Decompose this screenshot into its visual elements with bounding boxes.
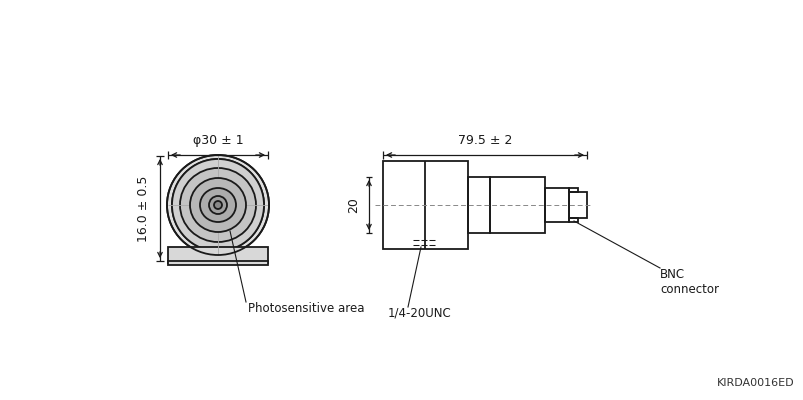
Bar (168, 247, 267, 263)
Text: 79.5 ± 2: 79.5 ± 2 (457, 134, 512, 147)
Ellipse shape (167, 155, 269, 255)
Ellipse shape (209, 196, 226, 214)
Ellipse shape (209, 196, 226, 214)
Ellipse shape (172, 159, 263, 251)
Bar (569, 192, 586, 218)
Ellipse shape (200, 188, 236, 222)
Text: 16.0 ± 0.5: 16.0 ± 0.5 (137, 175, 150, 242)
Text: BNC
connector: BNC connector (659, 268, 718, 296)
Text: 1/4-20UNC: 1/4-20UNC (388, 307, 451, 320)
Text: Photosensitive area: Photosensitive area (247, 302, 364, 315)
Bar (489, 177, 544, 233)
Ellipse shape (180, 168, 255, 242)
Bar (569, 188, 577, 192)
Bar (467, 177, 489, 233)
Text: 20: 20 (347, 197, 360, 213)
Bar (569, 218, 577, 222)
Bar (168, 261, 267, 265)
Ellipse shape (214, 201, 222, 209)
Text: KIRDA0016ED: KIRDA0016ED (716, 378, 794, 388)
Bar (544, 188, 569, 222)
Bar (382, 161, 467, 249)
Ellipse shape (200, 188, 236, 222)
Ellipse shape (214, 201, 222, 209)
Ellipse shape (180, 168, 255, 242)
Ellipse shape (172, 159, 263, 251)
Ellipse shape (190, 178, 246, 232)
Ellipse shape (190, 178, 246, 232)
Text: φ30 ± 1: φ30 ± 1 (193, 134, 243, 147)
